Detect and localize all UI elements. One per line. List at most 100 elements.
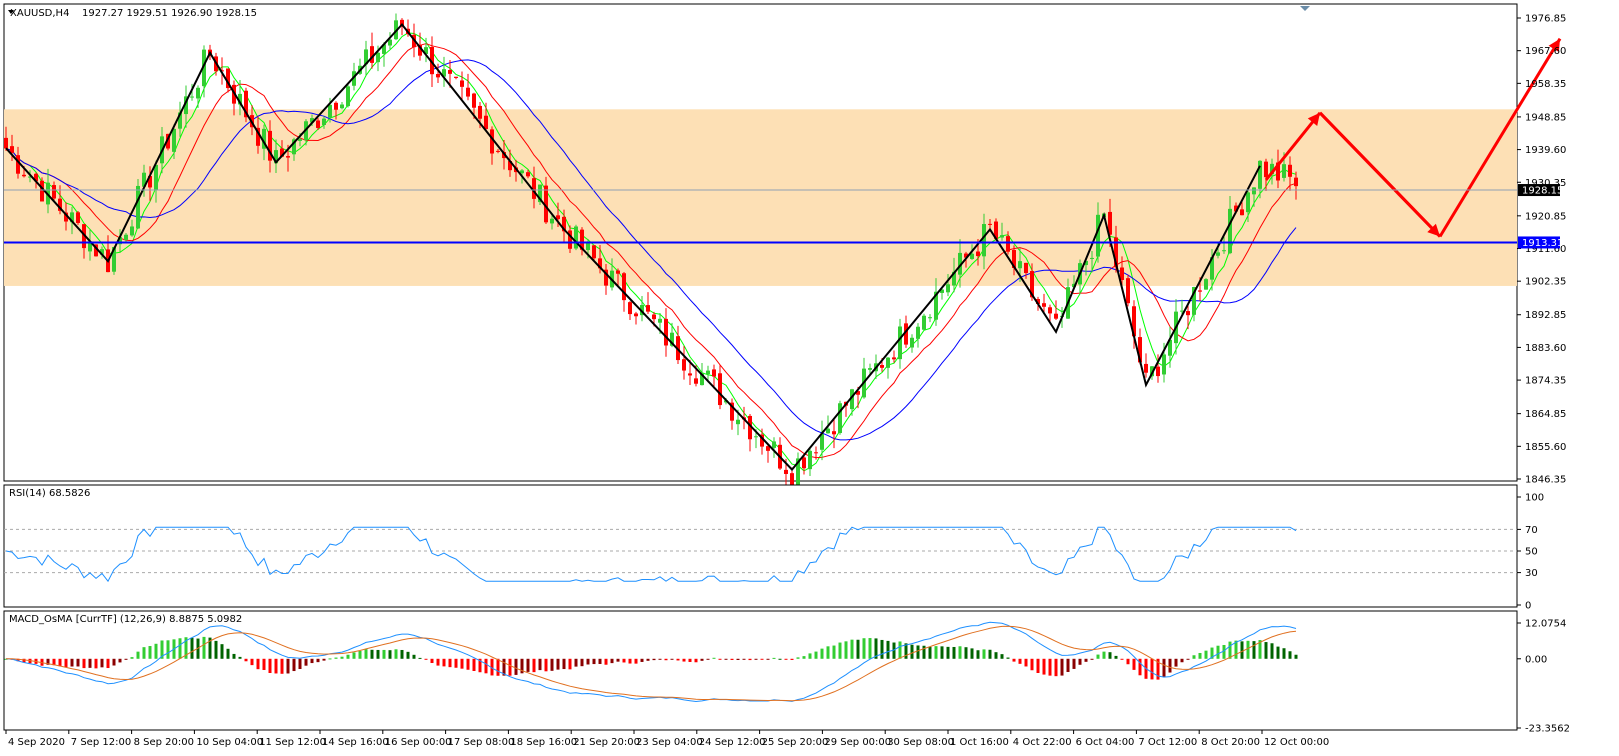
osma-bar	[118, 658, 122, 663]
osma-bar	[718, 658, 722, 660]
osma-bar	[352, 652, 356, 659]
osma-bar	[568, 658, 572, 670]
osma-bar	[94, 658, 98, 669]
candle-body	[1096, 214, 1100, 257]
candle-body	[346, 86, 350, 107]
candle-body	[472, 93, 476, 108]
candle-body	[16, 155, 20, 174]
time-tick-label: 16 Sep 00:00	[385, 737, 452, 748]
osma-bar	[694, 658, 698, 663]
candle-body	[850, 389, 854, 410]
shift-marker-icon[interactable]	[1300, 6, 1310, 11]
candle-body	[772, 441, 776, 448]
candle-body	[112, 247, 116, 272]
candle-body	[1042, 303, 1046, 307]
osma-bar	[772, 657, 776, 659]
osma-bar	[316, 658, 320, 663]
candle-body	[154, 164, 158, 191]
osma-bar	[88, 658, 92, 668]
candle-body	[994, 221, 998, 239]
candle-body	[670, 332, 674, 346]
candle	[1024, 262, 1028, 279]
candle-body	[1132, 306, 1136, 337]
candle-body	[1006, 236, 1010, 252]
dropdown-arrow-icon[interactable]	[8, 10, 14, 14]
candle-body	[1000, 235, 1004, 238]
support-price-tag-box	[1518, 236, 1560, 249]
candle-body	[826, 428, 830, 434]
osma-bar	[664, 658, 668, 661]
osma-bar	[964, 647, 968, 659]
time-tick-label: 7 Oct 12:00	[1138, 737, 1197, 748]
candle	[898, 318, 902, 369]
osma-bar	[232, 653, 236, 659]
osma-bar	[220, 644, 224, 659]
time-tick-label: 6 Oct 04:00	[1076, 737, 1135, 748]
osma-bar	[1018, 658, 1022, 664]
candle-body	[1114, 237, 1118, 268]
osma-bar	[886, 640, 890, 659]
rsi-line	[5, 526, 1297, 583]
osma-bar	[346, 654, 350, 659]
current-price-tag: 1928.15	[1522, 186, 1563, 197]
candle-body	[460, 80, 464, 87]
candle	[1240, 202, 1244, 216]
osma-bar	[502, 658, 506, 676]
osma-bar	[1000, 654, 1004, 659]
osma-bar	[436, 658, 440, 666]
time-tick-label: 25 Sep 20:00	[762, 737, 829, 748]
osma-bar	[250, 658, 254, 666]
osma-bar	[76, 658, 80, 667]
candle-body	[466, 87, 470, 97]
candle	[772, 437, 776, 458]
osma-bar	[148, 646, 152, 659]
osma-bar	[940, 646, 944, 659]
candle-body	[934, 291, 938, 320]
candle-body	[526, 172, 530, 177]
osma-bar	[202, 636, 206, 659]
price-tick-label: 1967.60	[1525, 46, 1566, 57]
osma-bar	[340, 656, 344, 659]
osma-bar	[592, 658, 596, 665]
candle	[1204, 278, 1208, 290]
candle-body	[1216, 252, 1220, 256]
candle	[202, 45, 206, 98]
osma-bar	[1096, 654, 1100, 659]
rsi-panel[interactable]: RSI(14) 68.5826	[3, 484, 1518, 608]
osma-bar	[1222, 644, 1226, 659]
forecast-arrow-down-head	[1427, 223, 1440, 237]
osma-bar	[742, 658, 746, 660]
osma-bar	[52, 658, 56, 666]
candle	[466, 73, 470, 101]
candle-body	[286, 156, 290, 158]
candle-body	[916, 326, 920, 339]
candle	[634, 311, 638, 325]
candle	[400, 18, 404, 36]
candle	[172, 124, 176, 159]
candle	[820, 420, 824, 461]
candle-body	[76, 212, 80, 223]
osma-bar	[580, 658, 584, 667]
candle	[1144, 353, 1148, 378]
forecast-arrow-down	[1318, 111, 1442, 238]
osma-bar	[82, 658, 86, 669]
candle-body	[1264, 161, 1268, 178]
candle-body	[886, 357, 890, 368]
candle-body	[1054, 313, 1058, 319]
macd-panel[interactable]: MACD_OsMA [CurrTF] (12,26,9) 8.8875 5.09…	[3, 610, 1518, 731]
candle-body	[178, 112, 182, 129]
osma-bar	[796, 657, 800, 659]
price-panel[interactable]: XAUUSD,H4 1927.27 1929.51 1926.90 1928.1…	[3, 3, 1562, 498]
osma-bar	[1198, 652, 1202, 659]
candle	[886, 356, 890, 379]
candle-body	[766, 446, 770, 451]
price-tick-label: 1930.35	[1525, 178, 1566, 189]
osma-bar	[508, 658, 512, 676]
candle	[730, 398, 734, 430]
candle-body	[730, 402, 734, 421]
osma-bar	[448, 658, 452, 668]
osma-bar	[670, 658, 674, 660]
osma-bar	[1114, 655, 1118, 659]
